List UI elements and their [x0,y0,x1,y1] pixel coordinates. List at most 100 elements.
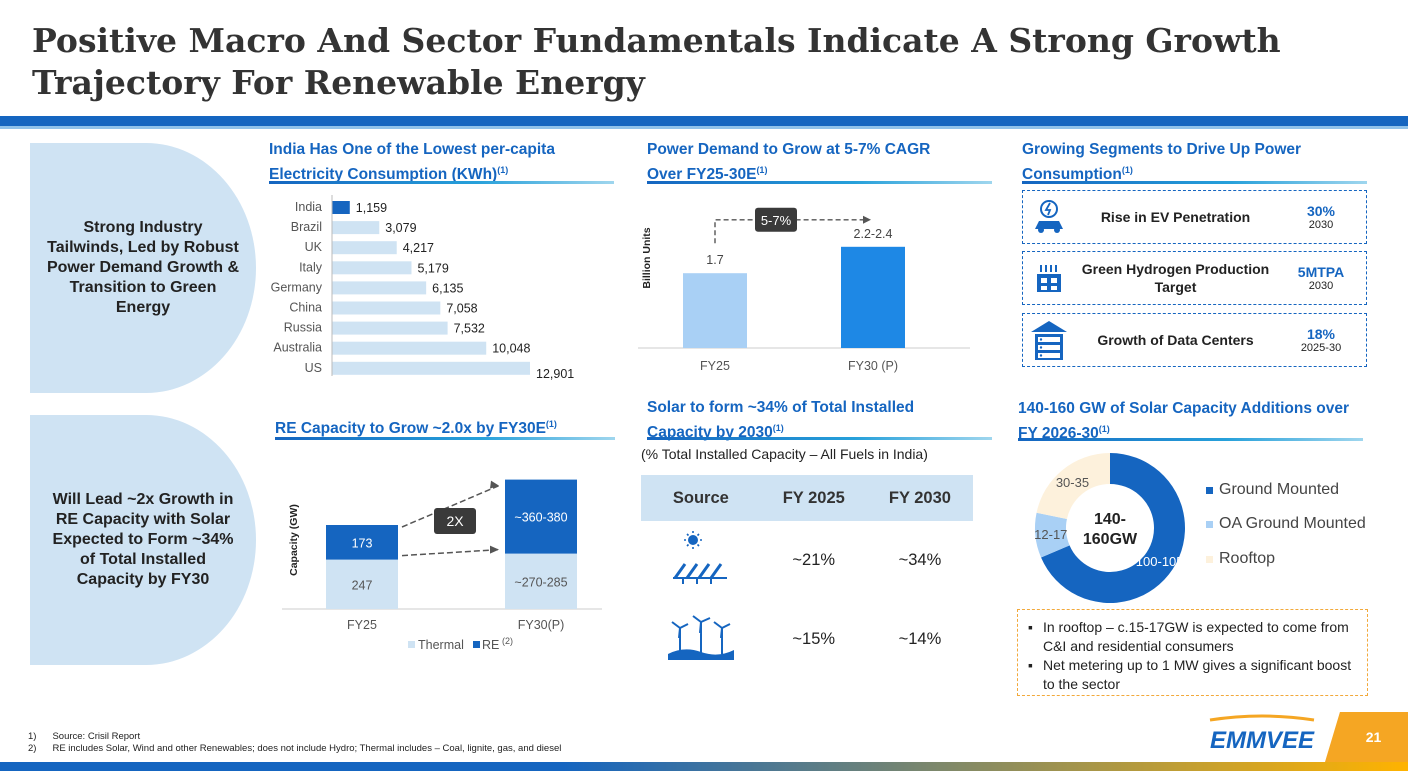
power-demand-bar-chart: Billion Units 1.7 FY25 2.2-2.4 FY30 (P) 5-7% [638,207,970,373]
emmvee-logo: EMMVEE [1209,714,1315,754]
footnote-2: 2) RE includes Solar, Wind and other Rene… [28,743,562,754]
pie-slice [1036,453,1110,520]
legend-swatch [1206,486,1213,494]
segment-value: 5MTPA 2030 [1297,264,1345,292]
segment-value: 30% 2030 [1306,203,1336,231]
pie-slice [1035,512,1070,558]
ev-charging-icon [1023,199,1075,235]
bar-thermal [326,559,398,609]
y-axis-label: Billion Units [641,227,653,288]
legend-swatch [473,641,480,648]
data-label: 173 [352,536,373,550]
svg-text:EMMVEE: EMMVEE [1210,727,1315,754]
category-label: China [289,301,322,315]
category-label: UK [305,240,323,254]
column-header: FY 2025 [760,475,867,521]
category-label: Germany [271,280,323,294]
bar-re [326,525,398,560]
cell-fy2025: ~21% [792,551,836,569]
page-title: Positive Macro And Sector Fundamentals I… [32,21,1281,102]
legend-footnote: (2) [502,636,513,646]
data-label: 247 [352,578,373,592]
page-number: 21 [1325,712,1408,762]
legend-label: Thermal [418,638,464,652]
legend-swatch [1206,555,1213,563]
data-label: 4,217 [403,241,434,255]
cagr-badge [755,207,797,232]
note-item: ▪ Net metering up to 1 MW gives a signifi… [1028,657,1352,692]
segment-ev: Rise in EV Penetration 30% 2030 [1022,190,1367,244]
data-label: 5,179 [417,261,448,275]
solar-share-subtitle: (% Total Installed Capacity – All Fuels … [641,446,928,462]
segment-label: Green Hydrogen Production Target [1081,261,1270,295]
data-label: 10,048 [492,342,530,356]
growth-label: 2X [446,513,464,529]
category-label: Russia [284,321,322,335]
growth-arrowhead [490,480,499,489]
legend-item-ground: Ground Mounted [1206,481,1339,499]
segment-hydrogen: Green Hydrogen Production Target 5MTPA 20… [1022,251,1367,305]
percapita-bar-chart: India 1,159 Brazil 3,079 UK 4,217 Italy 5,179 Ge… [271,195,574,380]
category-label: FY30(P) [518,618,565,632]
bar [332,361,530,375]
bar-thermal [505,553,577,609]
pie-slice [1041,453,1185,603]
data-label: 1.7 [706,253,723,267]
side-panel-re-growth: Will Lead ~2x Growth in RE Capacity with… [30,415,256,665]
re-capacity-title: RE Capacity to Grow ~2.0x by FY30E(1) [275,419,557,438]
bar [332,301,441,315]
demand-underline [647,181,992,184]
table-row: ~21% ~34% [641,521,973,600]
bar [332,221,380,235]
growth-arrowhead [863,215,871,224]
bar [332,201,350,214]
solar-additions-underline [1018,438,1363,441]
solar-share-table: Source FY 2025 FY 2030 ~21% ~34% ~15% ~1… [641,475,973,679]
side-panel-text: Strong Industry Tailwinds, Led by Robust… [46,219,240,316]
growth-arrow [401,548,500,557]
legend-label: RE [482,638,499,652]
bar [841,246,905,348]
side-panel-text: Will Lead ~2x Growth in RE Capacity with… [52,491,234,588]
category-label: FY30 (P) [848,359,898,373]
note-item: ▪ In rooftop – c.15-17GW is expected to c… [1028,619,1349,654]
slice-label: 12-17 [1034,527,1067,542]
percapita-title: India Has One of the Lowest per-capita E… [269,141,555,184]
segment-label: Rise in EV Penetration [1100,209,1251,225]
bar [332,321,448,335]
legend-item-oa: OA Ground Mounted [1206,515,1366,533]
solar-additions-title: 140-160 GW of Solar Capacity Additions o… [1018,400,1350,443]
column-header: FY 2030 [866,475,973,521]
wind-turbine-icon [641,600,761,679]
re-capacity-underline [275,437,615,440]
header-bar [0,116,1408,126]
segment-label: Growth of Data Centers [1097,332,1254,348]
data-label: 3,079 [385,221,416,235]
solar-share-title: Solar to form ~34% of Total Installed Ca… [647,399,915,442]
segment-value: 18% 2025-30 [1300,326,1342,354]
column-header: Source [641,475,761,521]
footnote-1: 1) Source: Crisil Report [28,731,141,742]
growth-arrowhead [490,545,499,554]
data-label: 2.2-2.4 [854,227,893,241]
footer-bar [0,762,1408,771]
data-label: 1,159 [356,201,387,215]
center-label: 160GW [1083,531,1138,548]
center-label: 140- [1094,511,1126,528]
bar [683,273,747,348]
y-axis-label: Capacity (GW) [288,504,300,576]
rooftop-notes-box: ▪ In rooftop – c.15-17GW is expected to c… [1017,609,1368,696]
bar [332,241,397,255]
solar-share-underline [647,437,992,440]
cell-fy2030: ~34% [898,551,942,569]
data-label: 7,058 [446,302,477,316]
slice-label: 100-105 [1136,554,1184,569]
segments-title: Growing Segments to Drive Up Power Consu… [1022,141,1302,184]
legend-swatch [1206,520,1213,528]
category-label: Brazil [291,220,322,234]
category-label: FY25 [347,618,377,632]
table-row: ~15% ~14% [641,600,973,679]
data-label: 7,532 [454,322,485,336]
cagr-label: 5-7% [761,213,792,228]
category-label: US [305,361,322,375]
